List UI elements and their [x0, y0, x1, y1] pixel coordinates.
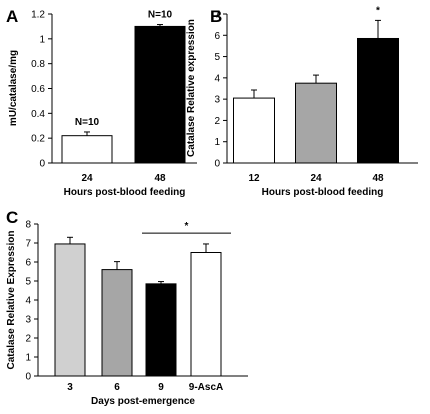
bar-24 [61, 135, 113, 164]
category-label: 12 [248, 173, 260, 184]
y-tick-label: 0 [25, 372, 31, 383]
chart-panel-c: C 0 1 2 3 4 5 6 7 8 3 6 9 9-AscA * Days post-emergence C… [6, 208, 248, 407]
panel-letter-c: C [6, 208, 18, 227]
y-tick-label: 6 [25, 258, 31, 269]
y-tick-label: 0.6 [31, 84, 45, 95]
y-tick-label: 7 [25, 239, 31, 250]
y-tick-label: 0.2 [31, 134, 45, 145]
category-label: 24 [310, 173, 322, 184]
y-axis-title: mU/catalase/mg [8, 50, 19, 126]
category-label: 6 [114, 382, 120, 393]
category-label: 9 [158, 382, 164, 393]
bar-48 [134, 25, 186, 164]
bar-9-asca [190, 252, 222, 377]
bar-annotation: * [376, 5, 380, 16]
bar-24 [295, 82, 337, 164]
y-tick-label: 2 [25, 334, 31, 345]
y-tick-label: 0 [214, 159, 220, 170]
y-tick-label: 0.8 [31, 59, 45, 70]
significance-marker: * [185, 221, 189, 232]
panel-letter-b: B [210, 7, 222, 26]
y-tick-label: 0.4 [31, 109, 45, 120]
y-tick-label: 1 [214, 137, 220, 148]
y-tick-label: 5 [214, 52, 220, 63]
bar-12 [233, 97, 275, 164]
bar-annotation: N=10 [75, 117, 100, 128]
bar-48 [357, 37, 399, 164]
bar-9 [145, 283, 177, 377]
chart-panel-a: A 0 0.2 0.4 0.6 0.8 1 1.2 24 N=10 48 N=10 Hours post… [6, 7, 197, 198]
y-tick-label: 1 [25, 353, 31, 364]
category-label: 48 [154, 173, 166, 184]
y-tick-label: 0 [39, 159, 45, 170]
bar-annotation: N=10 [148, 10, 173, 21]
x-axis-title: Hours post-blood feeding [262, 187, 384, 198]
y-tick-label: 6 [214, 31, 220, 42]
y-tick-label: 4 [214, 73, 220, 84]
y-tick-label: 1 [39, 34, 45, 45]
category-label: 24 [81, 173, 93, 184]
y-tick-label: 8 [25, 220, 31, 231]
bar-3 [54, 243, 86, 377]
panel-letter-a: A [6, 7, 18, 26]
category-label: 9-AscA [189, 382, 223, 393]
bar-6 [101, 269, 133, 377]
y-tick-label: 5 [25, 277, 31, 288]
y-tick-label: 1.2 [31, 10, 45, 21]
y-tick-label: 3 [214, 95, 220, 106]
x-axis-title: Days post-emergence [91, 396, 195, 407]
y-axis-title: Catalase Relative expression [186, 19, 197, 157]
y-tick-label: 2 [214, 116, 220, 127]
category-label: 3 [67, 382, 73, 393]
x-axis-title: Hours post-blood feeding [64, 187, 186, 198]
y-tick-label: 7 [214, 10, 220, 21]
y-tick-label: 3 [25, 315, 31, 326]
y-tick-label: 4 [25, 296, 31, 307]
y-axis-title: Catalase Relative Expression [6, 231, 17, 370]
category-label: 48 [372, 173, 384, 184]
